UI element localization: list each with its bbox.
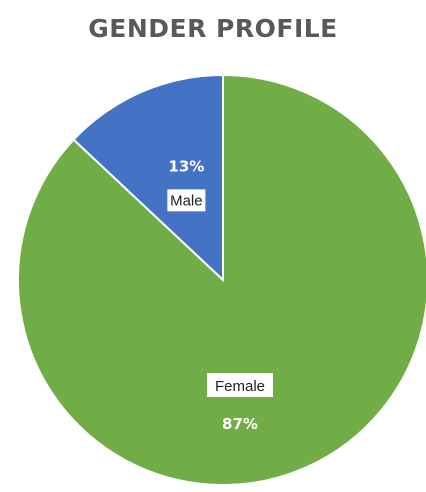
category-label-box-female (207, 373, 273, 397)
chart-title: GENDER PROFILE (88, 14, 338, 43)
category-label-male: Male (170, 192, 203, 209)
category-label-box-male (167, 189, 206, 212)
pct-label-female: 87% (222, 415, 258, 433)
pct-label-male: 13% (168, 157, 204, 175)
pie-slice-female (17, 73, 426, 486)
category-label-female: Female (215, 378, 265, 395)
pie-slice-male (72, 73, 224, 283)
